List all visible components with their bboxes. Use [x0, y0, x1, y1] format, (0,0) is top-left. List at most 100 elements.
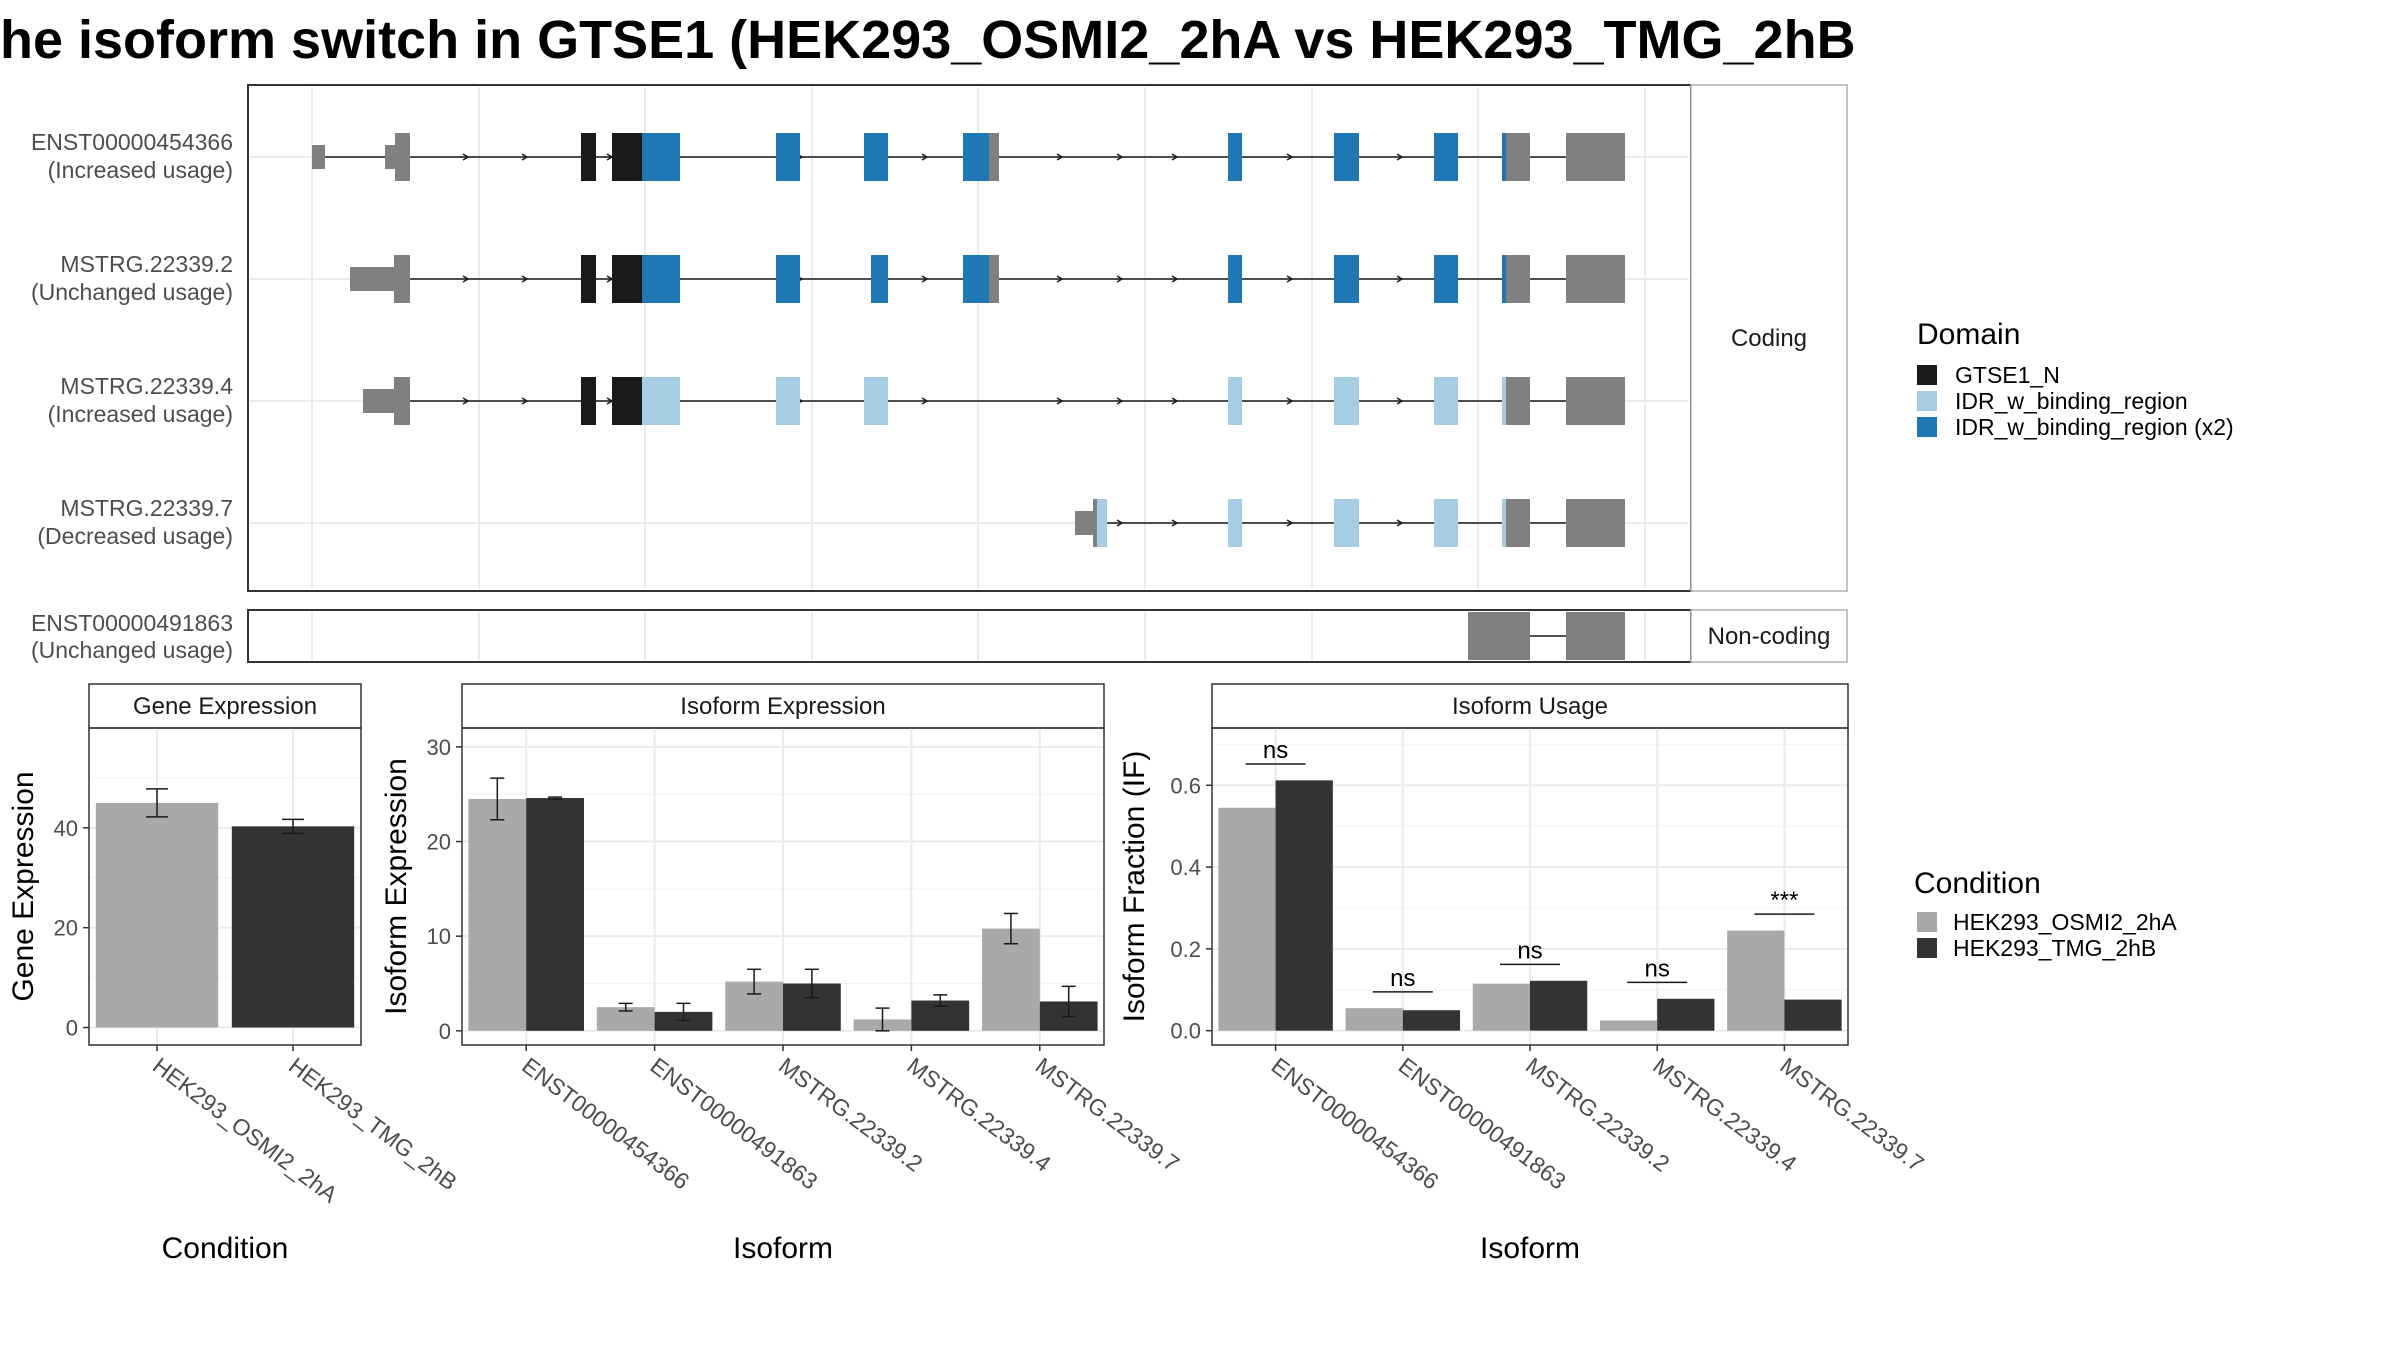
strand-arrow [921, 397, 929, 405]
exon-block [1434, 133, 1458, 181]
exon-block [395, 133, 410, 181]
strand-arrow [521, 397, 529, 405]
significance-label: *** [1770, 887, 1798, 914]
transcript-label: MSTRG.22339.4 (Increased usage) [48, 373, 234, 427]
strand-arrow [462, 397, 470, 405]
y-tick-label: 30 [427, 735, 451, 760]
y-tick-label: 20 [54, 916, 78, 941]
bar [1345, 1008, 1403, 1031]
y-axis-title: Isoform Fraction (IF) [1118, 751, 1151, 1023]
transcript-usage: (Decreased usage) [37, 523, 233, 549]
transcript-usage: (Increased usage) [48, 401, 233, 427]
error-bar [548, 796, 563, 800]
y-tick-label: 0 [439, 1019, 451, 1044]
exon-block [1502, 133, 1506, 181]
strand-arrow [1116, 153, 1124, 161]
exon-block [776, 133, 800, 181]
x-axis-title: Isoform [733, 1232, 833, 1265]
transcript-id: MSTRG.22339.7 [60, 495, 233, 521]
exon-block [1228, 255, 1242, 303]
bar [596, 1007, 655, 1031]
error-bar [282, 818, 304, 835]
transcript-structure-panel: Coding Non-coding ENST00000454366 (Incre… [31, 84, 1848, 663]
exon-block [1566, 377, 1580, 425]
legend-label: GTSE1_N [1955, 362, 2060, 388]
exon-block [1566, 133, 1580, 181]
exon-block [581, 133, 596, 181]
error-bar [1061, 985, 1076, 1018]
bar [468, 798, 527, 1031]
exon-block [312, 145, 325, 169]
exon-block [581, 377, 596, 425]
y-axis-title: Isoform Expression [380, 758, 413, 1015]
strand-arrow [1056, 153, 1064, 161]
transcript-id: ENST00000454366 [31, 129, 233, 155]
strand-arrow [1171, 275, 1179, 283]
error-bar [1003, 912, 1018, 945]
strand-arrow [1396, 397, 1404, 405]
strand-arrow [1171, 153, 1179, 161]
domain-legend-title: Domain [1917, 318, 2020, 351]
exon-block [1566, 499, 1580, 547]
error-bar [490, 777, 505, 821]
exon-block [989, 255, 999, 303]
exon-block [1093, 499, 1097, 547]
strand-arrow [921, 275, 929, 283]
exon-block [642, 133, 680, 181]
exon-block [1580, 255, 1625, 303]
exon-block [642, 377, 680, 425]
exon-block [581, 255, 596, 303]
legend-label: HEK293_OSMI2_2hA [1953, 909, 2177, 935]
strand-arrow [462, 153, 470, 161]
exon-block [1097, 499, 1107, 547]
strand-arrow [1116, 519, 1124, 527]
exon-block [1434, 377, 1458, 425]
strand-arrow [1396, 153, 1404, 161]
panel-title: Isoform Expression [680, 693, 885, 720]
transcript-label: ENST00000454366 (Increased usage) [31, 129, 233, 183]
strand-arrow [1116, 397, 1124, 405]
transcript-id: MSTRG.22339.4 [60, 373, 233, 399]
x-axis-title: Condition [162, 1232, 289, 1265]
coding-strip [1690, 84, 1848, 592]
isoform-usage-chart: Isoform Usagensnsnsns***0.00.20.40.6ENST… [1118, 683, 1929, 1265]
bar [982, 928, 1040, 1031]
exon-block [1506, 377, 1530, 425]
exon-block [642, 255, 680, 303]
exon-block [776, 255, 800, 303]
y-tick-label: 20 [427, 830, 451, 855]
error-bar [747, 968, 762, 995]
exon-block [612, 133, 642, 181]
condition-legend: Condition HEK293_OSMI2_2hA HEK293_TMG_2h… [1914, 867, 2177, 961]
legend-swatch [1917, 417, 1937, 437]
strand-arrow [1396, 275, 1404, 283]
strand-arrow [1286, 519, 1294, 527]
legend-swatch [1917, 391, 1937, 411]
panel-strip [1211, 683, 1849, 729]
exon-block [1228, 377, 1242, 425]
transcript-track [1468, 612, 1625, 660]
figure-title: he isoform switch in GTSE1 (HEK293_OSMI2… [0, 10, 1856, 70]
transcript-track [350, 255, 1625, 303]
panel-strip [461, 683, 1105, 729]
exon-block [1228, 133, 1242, 181]
bar [1472, 983, 1530, 1031]
error-bar [933, 994, 948, 1007]
transcript-usage: (Unchanged usage) [31, 279, 233, 305]
exon-block [1566, 255, 1580, 303]
bar [231, 826, 355, 1028]
strand-arrow [1286, 397, 1294, 405]
coding-strip-label: Coding [1731, 325, 1807, 352]
transcript-usage: (Unchanged usage) [31, 637, 233, 663]
exon-block [1580, 133, 1625, 181]
exon-block [1468, 612, 1530, 660]
transcript-track [312, 133, 1625, 181]
noncoding-panel-frame [247, 609, 1692, 663]
exon-block [1334, 377, 1359, 425]
legend-swatch [1917, 938, 1937, 958]
exon-block [1502, 255, 1506, 303]
exon-block [776, 377, 800, 425]
transcript-tracks [312, 133, 1625, 660]
bar [1784, 999, 1842, 1031]
